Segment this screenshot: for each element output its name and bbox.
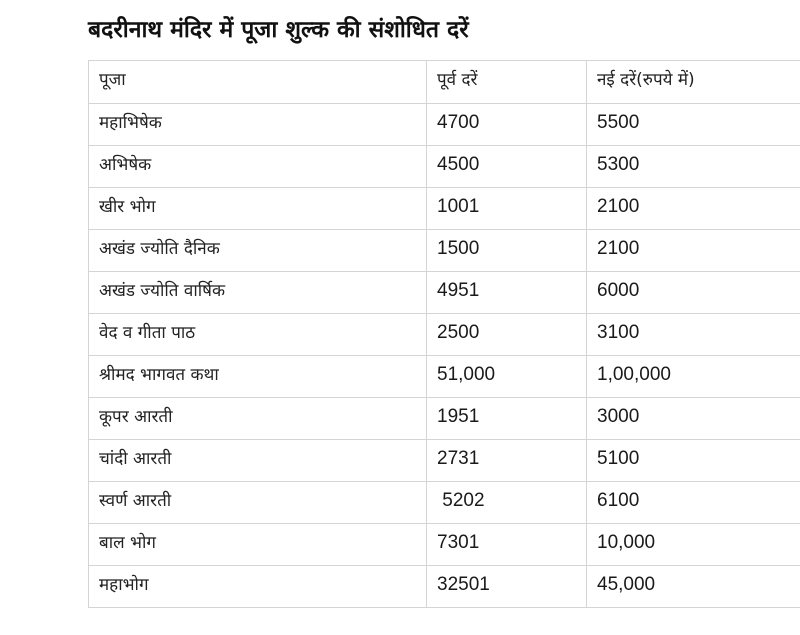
puja-name: चांदी आरती xyxy=(88,439,427,482)
new-rate: 5500 xyxy=(586,103,800,146)
puja-name: कूपर आरती xyxy=(88,397,427,440)
header-puja: पूजा xyxy=(88,60,427,104)
table-row: अभिषेक 4500 5300 xyxy=(88,145,800,188)
puja-name: वेद व गीता पाठ xyxy=(88,313,427,356)
new-rate: 2100 xyxy=(586,229,800,272)
puja-name: बाल भोग xyxy=(88,523,427,566)
table-row: महाभोग 32501 45,000 xyxy=(88,565,800,608)
puja-name: महाभिषेक xyxy=(88,103,427,146)
old-rate: 4951 xyxy=(426,271,587,314)
puja-name: महाभोग xyxy=(88,565,427,608)
old-rate: 4700 xyxy=(426,103,587,146)
new-rate: 45,000 xyxy=(586,565,800,608)
table-row: अखंड ज्योति वार्षिक 4951 6000 xyxy=(88,271,800,314)
new-rate: 6000 xyxy=(586,271,800,314)
table-row: श्रीमद भागवत कथा 51,000 1,00,000 xyxy=(88,355,800,398)
puja-name: श्रीमद भागवत कथा xyxy=(88,355,427,398)
table-row: चांदी आरती 2731 5100 xyxy=(88,439,800,482)
puja-name: अखंड ज्योति वार्षिक xyxy=(88,271,427,314)
new-rate: 5300 xyxy=(586,145,800,188)
table-row: महाभिषेक 4700 5500 xyxy=(88,103,800,146)
old-rate: 5202 xyxy=(426,481,587,524)
old-rate: 4500 xyxy=(426,145,587,188)
table-row: अखंड ज्योति दैनिक 1500 2100 xyxy=(88,229,800,272)
old-rate: 7301 xyxy=(426,523,587,566)
table-row: खीर भोग 1001 2100 xyxy=(88,187,800,230)
old-rate: 1951 xyxy=(426,397,587,440)
old-rate: 1001 xyxy=(426,187,587,230)
table-header-row: पूजा पूर्व दरें नई दरें(रुपये में) xyxy=(88,60,800,104)
new-rate: 3000 xyxy=(586,397,800,440)
puja-name: स्वर्ण आरती xyxy=(88,481,427,524)
new-rate: 3100 xyxy=(586,313,800,356)
puja-name: अभिषेक xyxy=(88,145,427,188)
table-row: वेद व गीता पाठ 2500 3100 xyxy=(88,313,800,356)
old-rate: 51,000 xyxy=(426,355,587,398)
header-new-rates: नई दरें(रुपये में) xyxy=(586,60,800,104)
table-row: बाल भोग 7301 10,000 xyxy=(88,523,800,566)
new-rate: 5100 xyxy=(586,439,800,482)
new-rate: 2100 xyxy=(586,187,800,230)
page-title: बदरीनाथ मंदिर में पूजा शुल्क की संशोधित … xyxy=(88,17,469,43)
table-row: कूपर आरती 1951 3000 xyxy=(88,397,800,440)
puja-fee-table: पूजा पूर्व दरें नई दरें(रुपये में) महाभि… xyxy=(88,60,800,608)
new-rate: 1,00,000 xyxy=(586,355,800,398)
old-rate: 1500 xyxy=(426,229,587,272)
old-rate: 2731 xyxy=(426,439,587,482)
old-rate: 2500 xyxy=(426,313,587,356)
puja-name: खीर भोग xyxy=(88,187,427,230)
puja-name: अखंड ज्योति दैनिक xyxy=(88,229,427,272)
new-rate: 10,000 xyxy=(586,523,800,566)
new-rate: 6100 xyxy=(586,481,800,524)
header-old-rates: पूर्व दरें xyxy=(426,60,587,104)
old-rate: 32501 xyxy=(426,565,587,608)
table-row: स्वर्ण आरती 5202 6100 xyxy=(88,481,800,524)
